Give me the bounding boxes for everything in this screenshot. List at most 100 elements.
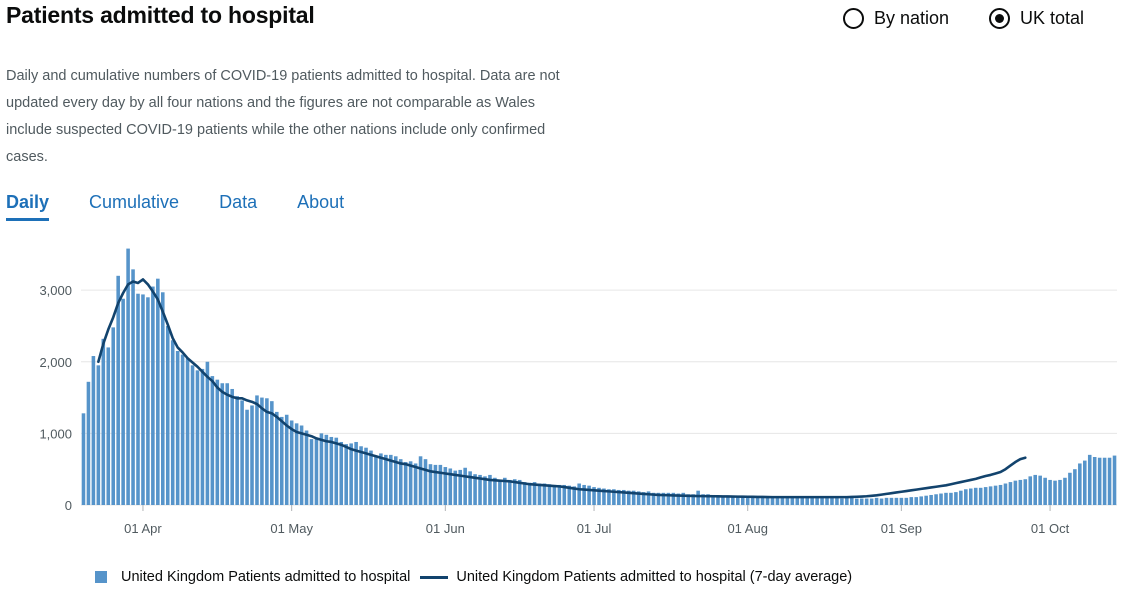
bar bbox=[795, 497, 800, 505]
bar bbox=[959, 490, 963, 505]
bar bbox=[666, 492, 671, 505]
bar bbox=[527, 482, 532, 505]
bar bbox=[503, 477, 507, 505]
chart-description: Daily and cumulative numbers of COVID-19… bbox=[6, 68, 560, 165]
bar bbox=[711, 494, 715, 505]
bar bbox=[622, 489, 626, 505]
legend-bar-swatch bbox=[95, 571, 107, 583]
tab-data[interactable]: Data bbox=[219, 192, 258, 212]
bar bbox=[973, 487, 978, 505]
bar bbox=[289, 420, 294, 505]
bar bbox=[255, 395, 259, 505]
bar bbox=[1073, 469, 1077, 505]
bar bbox=[780, 497, 785, 505]
bar bbox=[215, 379, 220, 505]
bar bbox=[121, 298, 125, 505]
bar bbox=[750, 497, 755, 505]
bar bbox=[1013, 480, 1018, 505]
uk-total-radio-icon[interactable] bbox=[989, 8, 1010, 29]
bar bbox=[1038, 475, 1042, 505]
tab-daily[interactable]: Daily bbox=[6, 192, 50, 221]
y-tick-label: 1,000 bbox=[39, 426, 72, 441]
bar bbox=[904, 497, 909, 505]
bar bbox=[1087, 454, 1092, 505]
bar bbox=[448, 468, 453, 505]
bar bbox=[949, 492, 953, 505]
uk-total-label: UK total bbox=[1020, 8, 1085, 28]
bar bbox=[210, 376, 215, 505]
bar bbox=[626, 490, 631, 505]
bar bbox=[304, 430, 309, 505]
bar bbox=[760, 497, 765, 505]
x-tick-label: 01 Jul bbox=[577, 521, 612, 536]
x-tick-label: 01 Jun bbox=[426, 521, 465, 536]
bar bbox=[676, 493, 681, 505]
bar bbox=[592, 487, 596, 505]
bar bbox=[785, 497, 790, 505]
bar bbox=[379, 453, 383, 505]
bar bbox=[240, 400, 244, 505]
bar bbox=[706, 494, 710, 505]
legend-bar-label: United Kingdom Patients admitted to hosp… bbox=[121, 569, 411, 585]
bar bbox=[840, 498, 844, 505]
bar bbox=[919, 496, 923, 505]
bar bbox=[423, 459, 428, 505]
bar bbox=[195, 370, 200, 505]
bar bbox=[1028, 476, 1033, 505]
bar bbox=[775, 497, 780, 505]
bar bbox=[225, 383, 230, 505]
bar bbox=[631, 490, 636, 505]
bar bbox=[369, 450, 373, 505]
bar bbox=[864, 498, 869, 505]
bar bbox=[582, 484, 586, 505]
tab-cumulative[interactable]: Cumulative bbox=[89, 192, 180, 212]
bar bbox=[825, 497, 829, 505]
bar bbox=[329, 436, 334, 505]
bar bbox=[721, 496, 725, 505]
bar bbox=[1107, 457, 1112, 505]
bar bbox=[319, 433, 324, 505]
bar bbox=[299, 425, 304, 505]
bar bbox=[656, 492, 661, 505]
tab-about[interactable]: About bbox=[297, 192, 345, 212]
bar bbox=[850, 497, 854, 505]
bar bbox=[567, 485, 572, 505]
bar bbox=[324, 434, 329, 505]
bar bbox=[557, 484, 562, 505]
bar bbox=[438, 464, 443, 505]
by-nation-toggle[interactable]: By nation bbox=[843, 8, 949, 29]
bar bbox=[146, 297, 150, 505]
bar bbox=[418, 456, 423, 505]
bar bbox=[894, 497, 899, 505]
by-nation-radio-icon[interactable] bbox=[843, 8, 864, 29]
x-tick-label: 01 Apr bbox=[124, 521, 162, 536]
bar bbox=[805, 497, 809, 505]
bar bbox=[1083, 460, 1087, 505]
bar bbox=[532, 482, 537, 505]
bar bbox=[939, 493, 943, 505]
y-tick-label: 3,000 bbox=[39, 283, 72, 298]
bar bbox=[899, 497, 904, 505]
bar bbox=[602, 488, 606, 505]
bar bbox=[617, 489, 621, 505]
bar bbox=[483, 476, 487, 505]
bar bbox=[968, 488, 973, 505]
bar bbox=[830, 497, 834, 505]
bar bbox=[279, 416, 284, 505]
bar bbox=[190, 365, 195, 505]
bar bbox=[671, 492, 676, 505]
bar bbox=[126, 248, 130, 505]
bar bbox=[403, 462, 408, 505]
chart-tabs: Daily Cumulative Data About bbox=[6, 192, 384, 221]
bar bbox=[334, 437, 339, 505]
bar bbox=[1063, 477, 1067, 505]
bar bbox=[260, 397, 264, 505]
bar bbox=[151, 286, 155, 505]
bar bbox=[349, 443, 353, 505]
bar bbox=[364, 447, 368, 505]
uk-total-toggle[interactable]: UK total bbox=[989, 8, 1084, 29]
bar bbox=[512, 479, 517, 505]
bar bbox=[944, 492, 948, 505]
bar bbox=[740, 496, 745, 505]
bar bbox=[562, 484, 567, 505]
